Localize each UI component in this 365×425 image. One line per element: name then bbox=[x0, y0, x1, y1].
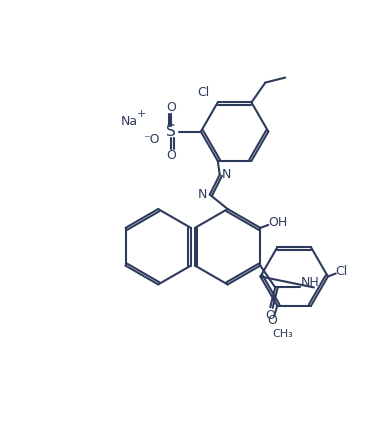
Text: O: O bbox=[166, 149, 176, 162]
Text: O: O bbox=[265, 309, 275, 322]
Text: S: S bbox=[166, 124, 176, 139]
Text: Cl: Cl bbox=[336, 265, 348, 278]
Text: Na: Na bbox=[121, 115, 138, 128]
Text: N: N bbox=[222, 168, 231, 181]
Text: CH₃: CH₃ bbox=[272, 329, 293, 339]
Text: O: O bbox=[166, 101, 176, 114]
Text: OH: OH bbox=[269, 216, 288, 230]
Text: ⁻O: ⁻O bbox=[143, 133, 160, 146]
Text: N: N bbox=[198, 188, 208, 201]
Text: NH: NH bbox=[300, 276, 319, 289]
Text: +: + bbox=[137, 109, 146, 119]
Text: O: O bbox=[268, 314, 277, 327]
Text: Cl: Cl bbox=[198, 86, 210, 99]
